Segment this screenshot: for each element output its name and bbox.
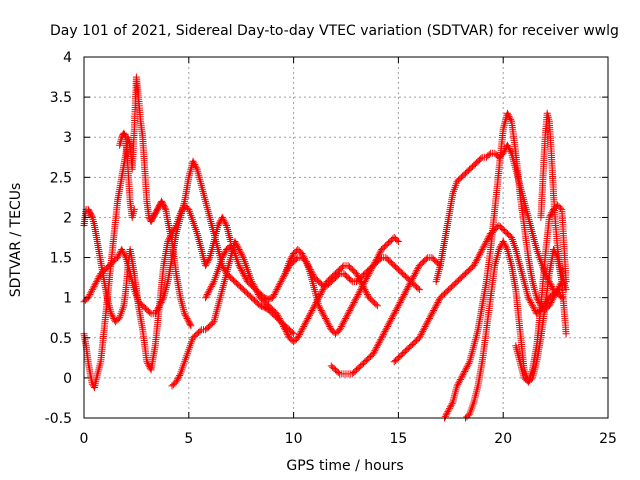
plot-frame: [83, 56, 609, 419]
series-arc-13: [537, 109, 570, 294]
x-tick-label: 20: [494, 431, 512, 447]
chart-title: Day 101 of 2021, Sidereal Day-to-day VTE…: [50, 23, 619, 39]
series-arc-14: [116, 129, 138, 221]
series-arc-12: [512, 201, 570, 386]
tick-layer: [83, 56, 609, 419]
series-arc-6: [281, 234, 402, 338]
y-tick-label: 0: [63, 371, 72, 387]
x-tick-label: 0: [80, 431, 89, 447]
x-tick-label: 15: [389, 431, 407, 447]
series-markers: [512, 201, 570, 386]
series-markers: [327, 254, 444, 378]
y-tick-label: 2: [63, 210, 72, 226]
data-layer: [80, 73, 570, 422]
x-tick-labels: 0 5 10 15 20 25: [80, 431, 617, 447]
x-tick-label: 5: [184, 431, 193, 447]
y-tick-label: -0.5: [45, 411, 72, 427]
y-tick-label: 1.5: [50, 251, 72, 267]
grid-layer: [84, 57, 608, 418]
series-markers: [116, 129, 138, 221]
y-tick-label: 4: [63, 50, 72, 66]
series-arc-7: [327, 254, 444, 378]
y-tick-label: 0.5: [50, 331, 72, 347]
series-markers: [537, 109, 570, 294]
y-tick-label: 3.5: [50, 90, 72, 106]
y-tick-labels: -0.5 0 0.5 1 1.5 2 2.5 3 3.5 4: [45, 50, 72, 427]
y-axis-title: SDTVAR / TECUs: [8, 183, 24, 298]
y-tick-label: 1: [63, 291, 72, 307]
x-tick-label: 10: [285, 431, 303, 447]
x-tick-label: 25: [599, 431, 617, 447]
x-axis-title: GPS time / hours: [286, 458, 403, 474]
y-tick-label: 2.5: [50, 170, 72, 186]
series-markers: [281, 234, 402, 338]
y-tick-label: 3: [63, 130, 72, 146]
